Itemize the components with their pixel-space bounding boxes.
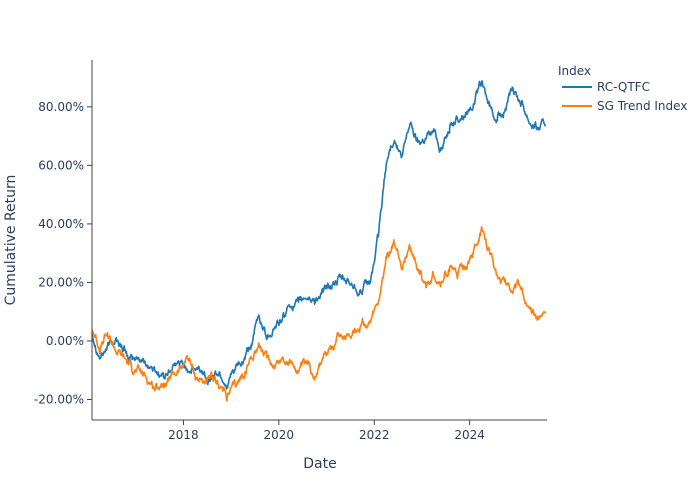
x-tick-label: 2018 xyxy=(168,428,199,442)
x-tick-label: 2022 xyxy=(359,428,390,442)
legend-items: RC-QTFC SG Trend Index xyxy=(562,80,687,113)
legend-entry-label: RC-QTFC xyxy=(597,80,650,94)
x-axis-ticks: 2018 2020 2022 2024 xyxy=(168,420,485,442)
legend-entry-label: SG Trend Index xyxy=(597,99,687,113)
series-line-sg-trend-index xyxy=(91,226,546,402)
y-tick-label: 40.00% xyxy=(38,217,84,231)
x-tick-label: 2024 xyxy=(454,428,485,442)
x-axis-title: Date xyxy=(303,456,336,472)
legend: Index RC-QTFC SG Trend Index xyxy=(558,64,687,113)
legend-title: Index xyxy=(558,64,591,78)
y-tick-label: 80.00% xyxy=(38,100,84,114)
y-axis-title: Cumulative Return xyxy=(3,175,19,306)
x-tick-label: 2020 xyxy=(264,428,295,442)
y-tick-label: -20.00% xyxy=(34,393,84,407)
series-line-rc-qtfc xyxy=(91,80,546,390)
y-tick-label: 20.00% xyxy=(38,275,84,289)
y-tick-label: 60.00% xyxy=(38,158,84,172)
series-layer xyxy=(91,80,546,402)
y-axis-ticks: -20.00% 0.00% 20.00% 40.00% 60.00% 80.00% xyxy=(34,100,92,407)
y-tick-label: 0.00% xyxy=(46,334,84,348)
